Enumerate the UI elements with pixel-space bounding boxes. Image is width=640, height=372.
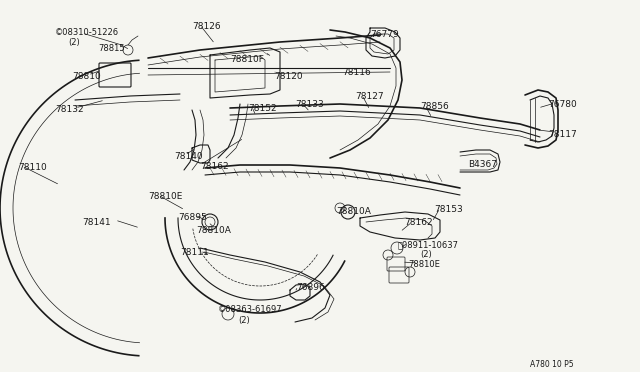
Text: 78162: 78162 [200,162,228,171]
Text: 78815: 78815 [98,44,125,53]
Text: 76895: 76895 [178,213,207,222]
Text: 76896: 76896 [296,283,324,292]
Text: 78810A: 78810A [336,207,371,216]
Text: 78111: 78111 [180,248,209,257]
Text: (2): (2) [238,316,250,325]
Text: 78162: 78162 [404,218,433,227]
Text: 78127: 78127 [355,92,383,101]
Text: (2): (2) [68,38,80,47]
Text: 78132: 78132 [55,105,84,114]
Text: ©08363-61697: ©08363-61697 [218,305,283,314]
Text: 78120: 78120 [274,72,303,81]
Text: 78110: 78110 [18,163,47,172]
Text: 78810: 78810 [72,72,100,81]
Text: 78810E: 78810E [148,192,182,201]
Text: 78116: 78116 [342,68,371,77]
Text: 76780: 76780 [548,100,577,109]
Text: ⓝ08911-10637: ⓝ08911-10637 [398,240,459,249]
Text: 78810A: 78810A [196,226,231,235]
Text: 78140: 78140 [174,152,203,161]
Text: (2): (2) [420,250,432,259]
Text: A780 10 P5: A780 10 P5 [530,360,573,369]
Text: 78141: 78141 [82,218,111,227]
Text: 76779: 76779 [370,30,399,39]
Text: 78810E: 78810E [408,260,440,269]
Text: 78133: 78133 [295,100,324,109]
Text: ©08310-51226: ©08310-51226 [55,28,119,37]
Text: 78856: 78856 [420,102,449,111]
Text: 78810F: 78810F [230,55,264,64]
Text: 78152: 78152 [248,104,276,113]
Text: B4367: B4367 [468,160,497,169]
Text: 78126: 78126 [192,22,221,31]
Text: 78153: 78153 [434,205,463,214]
Text: 78117: 78117 [548,130,577,139]
